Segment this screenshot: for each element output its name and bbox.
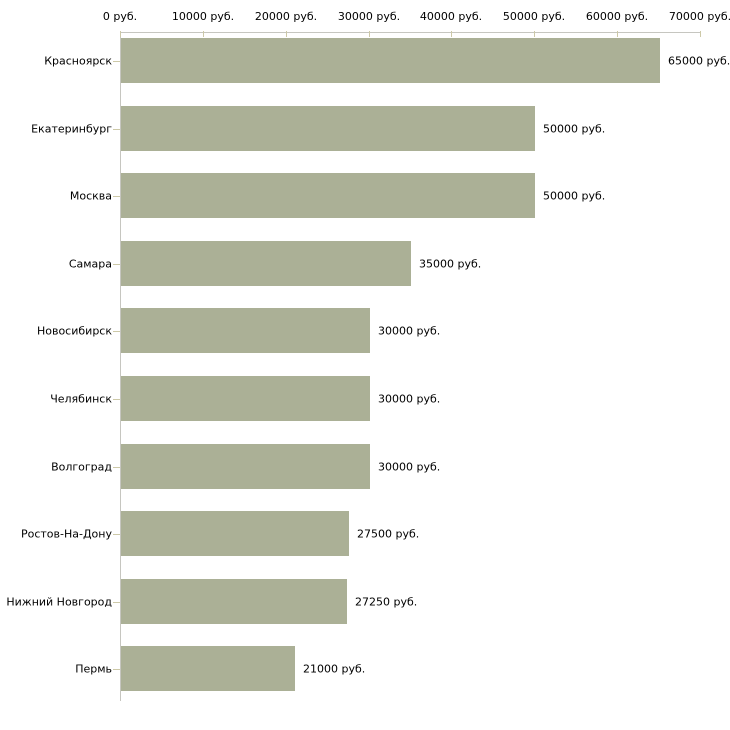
x-axis-tick-label: 60000 руб. — [585, 10, 649, 23]
bar — [121, 241, 411, 286]
x-axis-tick — [451, 31, 452, 37]
bar — [121, 106, 535, 151]
value-label: 30000 руб. — [378, 460, 441, 473]
category-label: Самара — [68, 257, 112, 270]
category-tick — [113, 61, 120, 62]
x-axis-tick — [700, 31, 701, 37]
category-label: Волгоград — [51, 460, 112, 473]
x-axis-tick — [534, 31, 535, 37]
value-label: 30000 руб. — [378, 392, 441, 405]
category-tick — [113, 534, 120, 535]
x-axis-tick — [617, 31, 618, 37]
bar — [121, 511, 349, 556]
x-axis-tick — [120, 31, 121, 37]
x-axis-tick-label: 30000 руб. — [337, 10, 401, 23]
category-tick — [113, 602, 120, 603]
x-axis-tick-label: 0 руб. — [102, 10, 138, 23]
value-label: 27250 руб. — [355, 595, 418, 608]
value-label: 50000 руб. — [543, 122, 606, 135]
category-label: Нижний Новгород — [6, 595, 112, 608]
y-axis-line — [120, 32, 121, 701]
x-axis-tick — [286, 31, 287, 37]
x-axis-tick-label: 70000 руб. — [668, 10, 730, 23]
value-label: 50000 руб. — [543, 189, 606, 202]
category-tick — [113, 196, 120, 197]
category-tick — [113, 331, 120, 332]
x-axis-line — [120, 32, 701, 33]
bar — [121, 646, 295, 691]
x-axis-tick — [369, 31, 370, 37]
category-label: Новосибирск — [36, 324, 112, 337]
value-label: 27500 руб. — [357, 527, 420, 540]
category-label: Екатеринбург — [31, 122, 112, 135]
category-label: Ростов-На-Дону — [20, 527, 112, 540]
category-tick — [113, 129, 120, 130]
bar — [121, 173, 535, 218]
category-label: Челябинск — [50, 392, 112, 405]
category-tick — [113, 669, 120, 670]
x-axis-tick-label: 50000 руб. — [502, 10, 566, 23]
category-tick — [113, 264, 120, 265]
value-label: 65000 руб. — [668, 54, 730, 67]
category-label: Красноярск — [44, 54, 112, 67]
category-label: Пермь — [75, 662, 112, 675]
bar — [121, 376, 370, 421]
x-axis-tick — [203, 31, 204, 37]
bar — [121, 579, 347, 624]
bar — [121, 444, 370, 489]
value-label: 35000 руб. — [419, 257, 482, 270]
bar — [121, 38, 660, 83]
x-axis-tick-label: 10000 руб. — [171, 10, 235, 23]
category-tick — [113, 399, 120, 400]
category-tick — [113, 467, 120, 468]
value-label: 30000 руб. — [378, 324, 441, 337]
x-axis-tick-label: 20000 руб. — [254, 10, 318, 23]
bar — [121, 308, 370, 353]
category-label: Москва — [69, 189, 112, 202]
x-axis-tick-label: 40000 руб. — [419, 10, 483, 23]
value-label: 21000 руб. — [303, 662, 366, 675]
